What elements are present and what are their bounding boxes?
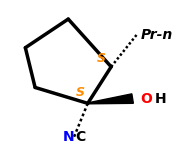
Text: Pr-n: Pr-n [140,28,173,42]
Text: C: C [75,130,85,144]
Text: H: H [155,92,167,106]
Text: N: N [62,130,74,144]
Polygon shape [88,94,133,104]
Text: S: S [75,86,84,99]
Text: O: O [140,92,152,106]
Text: S: S [97,52,106,65]
